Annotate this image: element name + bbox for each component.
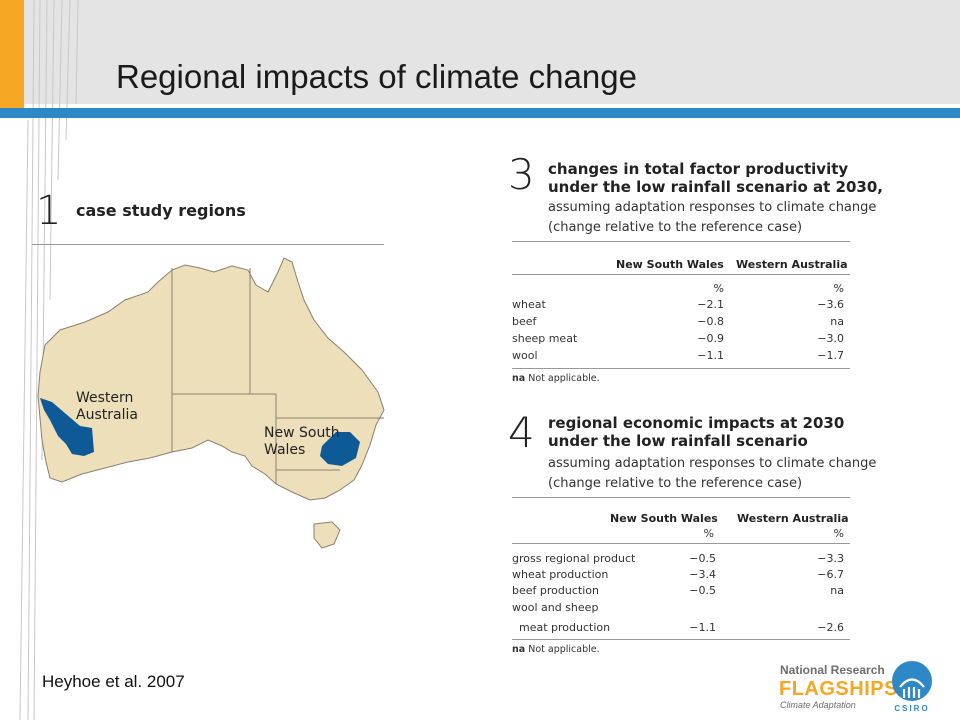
figure-4-title-line2: under the low rainfall scenario bbox=[548, 432, 808, 450]
label-new-south-wales-line1: New South bbox=[264, 425, 340, 441]
row-nsw-value: −0.5 bbox=[689, 584, 716, 597]
figure-3-number: 3 bbox=[508, 150, 535, 199]
row-wa-value: −3.0 bbox=[817, 332, 844, 345]
row-label: beef production bbox=[512, 584, 599, 597]
row-wa-value: −2.6 bbox=[817, 621, 844, 634]
figure-3-header-rule bbox=[512, 274, 850, 275]
western-australia-region bbox=[40, 398, 94, 456]
header-divider bbox=[0, 108, 960, 118]
row-wa-value: −3.6 bbox=[817, 298, 844, 311]
figure-1-number: 1 bbox=[36, 188, 62, 234]
label-western-australia-line2: Australia bbox=[76, 407, 138, 423]
row-label: sheep meat bbox=[512, 332, 578, 345]
figure-3-unit-wa: % bbox=[833, 282, 844, 295]
australia-map bbox=[37, 257, 385, 549]
row-label: meat production bbox=[512, 621, 611, 634]
figure-1-title: case study regions bbox=[76, 201, 246, 220]
figure-4-col-nsw: New South Wales bbox=[610, 512, 718, 525]
row-label: beef bbox=[512, 315, 537, 328]
figure-4-bottom-rule bbox=[512, 639, 850, 640]
figure-4-unit-nsw: % bbox=[703, 527, 714, 540]
figure-4-col-wa: Western Australia bbox=[737, 512, 849, 525]
row-wa-value: na bbox=[830, 584, 844, 597]
figure-4-header-rule bbox=[512, 543, 850, 544]
row-nsw-value: −0.8 bbox=[697, 315, 724, 328]
flagships-logo-line3: Climate Adaptation bbox=[780, 700, 856, 710]
row-label: wheat production bbox=[512, 568, 609, 581]
label-western-australia-line1: Western bbox=[76, 390, 134, 406]
state-borders bbox=[171, 268, 384, 484]
row-nsw-value: −0.9 bbox=[697, 332, 724, 345]
row-nsw-value: −1.1 bbox=[689, 621, 716, 634]
figure-3-col-nsw: New South Wales bbox=[616, 258, 724, 271]
figure-3-subtitle-line1: assuming adaptation responses to climate… bbox=[548, 200, 877, 215]
row-label: wheat bbox=[512, 298, 546, 311]
row-wa-value: −3.3 bbox=[817, 552, 844, 565]
row-nsw-value: −2.1 bbox=[697, 298, 724, 311]
row-nsw-value: −1.1 bbox=[697, 349, 724, 362]
figure-4-note: na Not applicable. bbox=[512, 644, 600, 655]
figure-4-title-line1: regional economic impacts at 2030 bbox=[548, 414, 845, 432]
row-label: wool bbox=[512, 349, 538, 362]
figure-4-subtitle-line2: (change relative to the reference case) bbox=[548, 476, 803, 491]
note-text: Not applicable. bbox=[525, 373, 600, 384]
figure-4-subtitle-line1: assuming adaptation responses to climate… bbox=[548, 456, 877, 471]
row-wa-value: na bbox=[830, 315, 844, 328]
label-new-south-wales-line2: Wales bbox=[264, 442, 306, 458]
row-label: gross regional product bbox=[512, 552, 636, 565]
flagships-logo-line1: National Research bbox=[780, 663, 885, 677]
figure-4-unit-wa: % bbox=[833, 527, 844, 540]
figure-3-title-line2: under the low rainfall scenario at 2030, bbox=[548, 178, 883, 196]
citation: Heyhoe et al. 2007 bbox=[42, 672, 185, 691]
figure-4-top-rule bbox=[512, 497, 850, 498]
row-wa-value: −1.7 bbox=[817, 349, 844, 362]
figure-3-unit-nsw: % bbox=[713, 282, 724, 295]
csiro-logo-text: CSIRO bbox=[894, 704, 930, 713]
figure-3-subtitle-line2: (change relative to the reference case) bbox=[548, 220, 803, 235]
row-wa-value: −6.7 bbox=[817, 568, 844, 581]
row-nsw-value: −3.4 bbox=[689, 568, 716, 581]
row-label: wool and sheep bbox=[512, 601, 599, 614]
csiro-logo-icon bbox=[892, 661, 932, 701]
figure-3-col-wa: Western Australia bbox=[736, 258, 848, 271]
row-nsw-value: −0.5 bbox=[689, 552, 716, 565]
figure-3-bottom-rule bbox=[512, 368, 850, 369]
note-abbrev: na bbox=[512, 644, 526, 655]
note-text: Not applicable. bbox=[525, 644, 600, 655]
figure-3-title-line1: changes in total factor productivity bbox=[548, 160, 849, 178]
figure-3-top-rule bbox=[512, 241, 850, 242]
flagships-logo-line2: FLAGSHIPS bbox=[779, 678, 898, 700]
header-band bbox=[0, 0, 960, 104]
new-south-wales-region bbox=[320, 432, 360, 466]
tasmania bbox=[313, 521, 341, 549]
figure-3-note: na Not applicable. bbox=[512, 373, 600, 384]
slide-title: Regional impacts of climate change bbox=[116, 58, 637, 95]
header-accent-bar bbox=[0, 0, 24, 112]
note-abbrev: na bbox=[512, 373, 526, 384]
australia-landmass bbox=[37, 257, 385, 501]
figure-4-number: 4 bbox=[508, 408, 535, 457]
figure-1-divider bbox=[32, 244, 384, 245]
